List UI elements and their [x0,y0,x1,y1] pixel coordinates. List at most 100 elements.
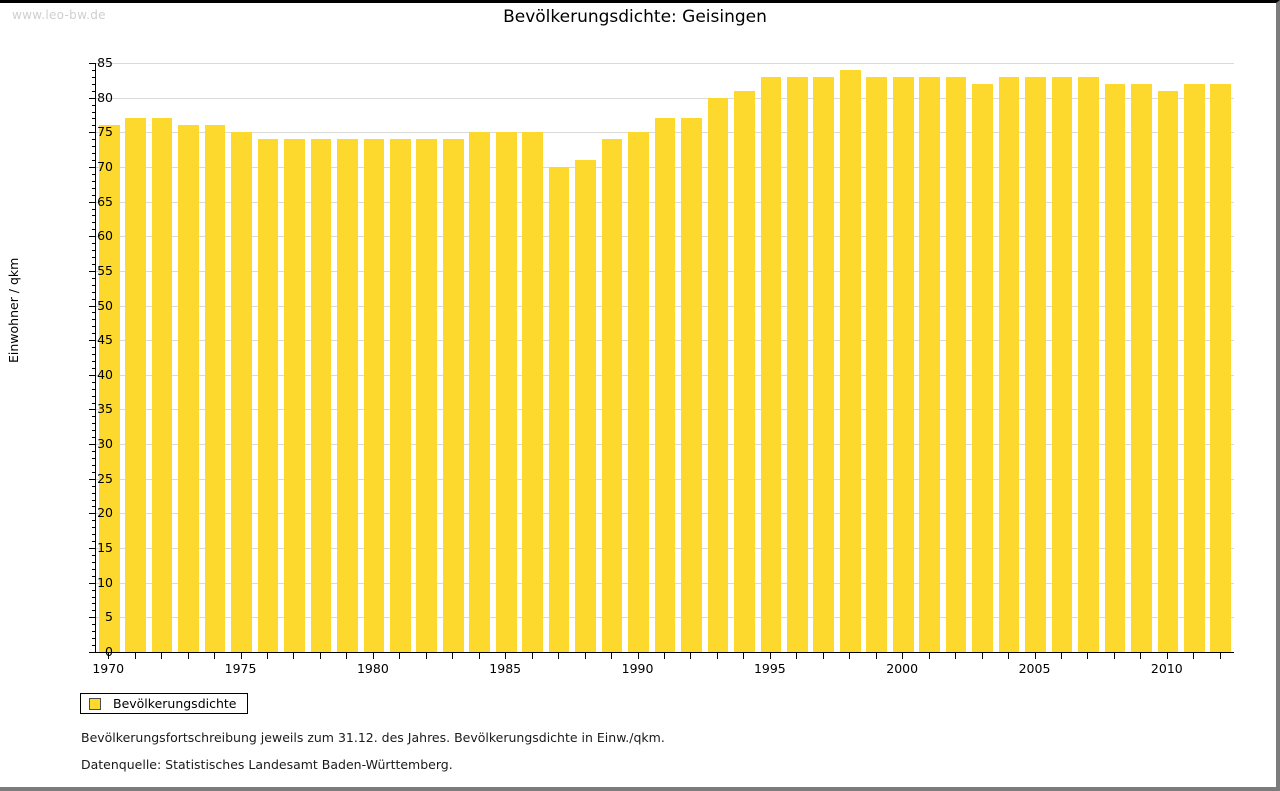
bar [998,76,1020,652]
bar [575,160,596,652]
x-tick [1140,653,1142,659]
x-tick [293,653,295,659]
bar [125,118,147,652]
y-tick-label: 85 [97,55,113,70]
y-tick-minor [92,291,96,293]
x-tick [981,653,983,659]
y-tick-minor [92,554,96,556]
footnote-source: Datenquelle: Statistisches Landesamt Bad… [81,757,453,772]
x-tick [611,653,613,659]
bar [469,132,491,652]
y-tick-minor [92,104,96,106]
x-tick [690,653,692,659]
x-tick [452,653,454,659]
x-tick [584,653,586,659]
chart-title: Bevölkerungsdichte: Geisingen [503,7,767,27]
y-tick-label: 65 [97,193,113,209]
chart-legend: Bevölkerungsdichte [80,693,248,714]
x-tick [346,653,348,659]
y-tick [89,97,96,99]
y-tick-minor [92,527,96,529]
x-tick [108,653,110,659]
y-tick-minor [92,312,96,314]
y-tick-minor [92,638,96,640]
y-axis-title: Einwohner / qkm [6,257,21,363]
bar [1104,83,1126,652]
x-tick [267,653,269,659]
x-tick-label: 1985 [489,661,522,676]
y-tick-minor [92,173,96,175]
y-tick [89,617,96,619]
y-tick-minor [92,326,96,328]
y-tick [89,63,96,64]
bar [231,132,252,652]
bar [204,125,226,652]
y-tick [89,548,96,550]
y-tick-minor [92,298,96,300]
y-tick-minor [92,215,96,217]
y-tick-minor [92,610,96,612]
x-tick [875,653,877,659]
x-tick [1166,653,1168,659]
y-tick-minor [92,471,96,473]
y-tick-minor [92,485,96,487]
x-tick-label: 1975 [224,661,257,676]
y-tick-minor [92,187,96,189]
y-tick-minor [92,146,96,148]
bar [707,97,729,652]
y-tick-minor [92,125,96,127]
y-tick-minor [92,596,96,598]
y-tick-minor [92,69,96,71]
x-tick-label: 1990 [621,661,654,676]
x-tick [769,653,771,659]
x-tick-label: 1980 [356,661,389,676]
x-tick [478,653,480,659]
y-tick [89,201,96,203]
y-tick-minor [92,250,96,252]
bar [495,132,517,652]
y-tick-label: 80 [97,89,113,105]
y-tick [89,305,96,307]
x-tick [399,653,401,659]
y-tick-minor [92,111,96,113]
bar [284,139,305,652]
x-tick [743,653,745,659]
gridline [96,97,1234,99]
y-tick-minor [92,423,96,425]
y-tick-minor [92,139,96,141]
bar [1131,83,1152,652]
y-tick-minor [92,388,96,390]
bar [416,139,438,652]
y-tick-minor [92,243,96,245]
x-tick [134,653,136,659]
bar [1183,83,1205,652]
y-tick-minor [92,541,96,543]
x-tick [664,653,665,659]
y-tick-minor [92,492,96,494]
y-tick-minor [92,534,96,536]
y-tick-minor [92,451,96,453]
y-tick-label: 5 [105,609,113,625]
x-tick [319,653,321,659]
bar [760,76,782,652]
bar [628,132,649,652]
y-tick-label: 15 [97,540,113,556]
x-tick-label: 1970 [92,661,125,676]
bar [787,76,808,652]
y-tick-minor [92,222,96,224]
y-tick-minor [92,277,96,279]
y-tick-minor [92,83,96,85]
y-tick-minor [92,402,96,404]
y-tick-minor [92,624,96,626]
x-tick [240,653,242,659]
y-tick [89,340,96,342]
y-tick-label: 55 [97,262,113,278]
bar [1025,76,1046,652]
y-tick-label: 75 [97,124,113,140]
x-tick [1113,653,1115,659]
bar [919,76,940,652]
y-tick-label: 30 [97,436,113,452]
bar [734,90,755,652]
y-tick [89,478,96,480]
